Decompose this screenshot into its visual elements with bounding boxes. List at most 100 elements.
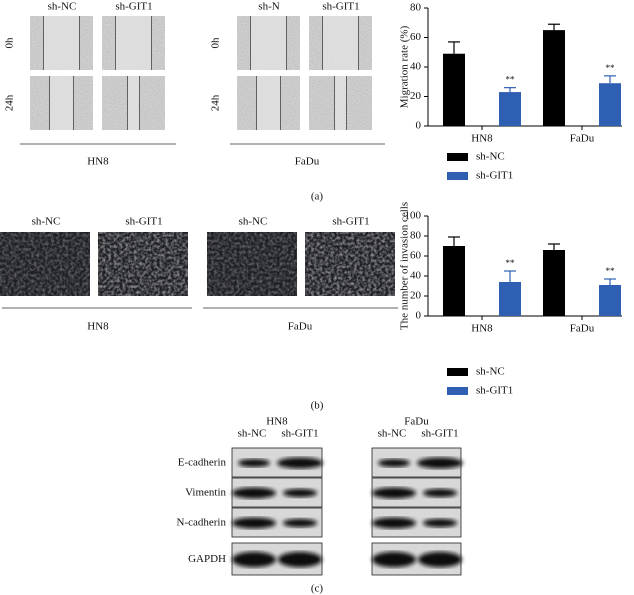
wound-gap (250, 16, 287, 70)
error-bar (504, 87, 516, 93)
legend-swatch (447, 153, 468, 161)
y-tick-label: 40 (410, 270, 422, 282)
bar (443, 53, 465, 126)
panel-label: (b) (311, 400, 324, 412)
x-tick-label: HN8 (471, 323, 493, 335)
cell-line-label: HN8 (87, 156, 109, 168)
blot-band (417, 457, 463, 469)
column-label: sh-GIT1 (421, 428, 458, 440)
legend-swatch (447, 172, 468, 180)
column-label: sh-GIT1 (125, 216, 162, 228)
x-tick-label: HN8 (471, 133, 493, 145)
cell-line-label: FaDu (288, 321, 313, 333)
error-bar (604, 75, 616, 84)
legend-label: sh-NC (476, 151, 505, 163)
bar (599, 83, 621, 126)
error-bar (504, 270, 516, 282)
column-label: sh-GIT1 (332, 216, 369, 228)
wound-gap (334, 76, 347, 130)
column-label: sh-NC (238, 428, 267, 440)
row-label: 24h (4, 94, 16, 111)
blot-band (423, 518, 457, 528)
protein-label: GAPDH (188, 553, 226, 565)
y-tick-label: 0 (416, 310, 422, 322)
wound-gap (49, 76, 74, 130)
y-tick-label: 20 (410, 290, 422, 302)
y-axis-label: Migration rate (%) (399, 25, 411, 108)
column-label: sh-N (258, 1, 279, 13)
y-tick-label: 20 (410, 90, 422, 102)
y-tick-label: 40 (410, 61, 422, 73)
panel-label: (a) (311, 191, 324, 203)
cell-line-label: FaDu (404, 416, 429, 428)
bar (543, 250, 565, 316)
bar (599, 285, 621, 316)
blot-band (378, 459, 410, 467)
significance-label: ** (606, 63, 616, 73)
bar (499, 92, 521, 126)
micrograph-texture (207, 232, 297, 296)
protein-label: N-cadherin (177, 517, 227, 529)
blot-band (232, 517, 276, 529)
bar (499, 282, 521, 316)
column-label: sh-NC (48, 1, 77, 13)
bar (543, 30, 565, 126)
y-tick-label: 60 (410, 250, 422, 262)
error-bar (448, 41, 460, 54)
protein-label: Vimentin (185, 487, 226, 499)
x-tick-label: FaDu (570, 133, 595, 145)
blot-band (372, 487, 416, 499)
legend-swatch (447, 368, 468, 376)
wound-gap (43, 16, 80, 70)
micrograph-texture (305, 232, 395, 296)
blot-band (372, 551, 416, 568)
column-label: sh-NC (378, 428, 407, 440)
y-tick-label: 80 (410, 2, 422, 14)
legend-label: sh-GIT1 (476, 385, 513, 397)
significance-label: ** (506, 258, 516, 268)
wound-gap (127, 76, 140, 130)
blot-band (372, 517, 416, 529)
blot-band (232, 487, 276, 499)
row-label: 0h (4, 37, 16, 49)
protein-label: E-cadherin (178, 457, 227, 469)
cell-line-label: FaDu (295, 156, 320, 168)
cell-line-label: HN8 (266, 416, 288, 428)
y-axis-label: The number of invasion cells (399, 202, 411, 330)
y-tick-label: 0 (416, 120, 422, 132)
blot-band (283, 518, 317, 528)
blot-band (238, 459, 270, 467)
y-tick-label: 60 (410, 31, 422, 43)
error-bar (548, 243, 560, 250)
significance-label: ** (606, 266, 616, 276)
column-label: sh-GIT1 (322, 1, 359, 13)
blot-band (423, 488, 457, 498)
column-label: sh-GIT1 (281, 428, 318, 440)
significance-label: ** (506, 75, 516, 85)
wound-gap (322, 16, 359, 70)
blot-band (277, 457, 323, 469)
legend-swatch (447, 387, 468, 395)
error-bar (604, 278, 616, 285)
legend-label: sh-GIT1 (476, 170, 513, 182)
blot-band (232, 551, 276, 568)
legend-label: sh-NC (476, 366, 505, 378)
panel-label: (c) (311, 583, 324, 595)
row-label: 0h (210, 37, 222, 49)
bar (443, 246, 465, 316)
y-tick-label: 100 (405, 210, 422, 222)
micrograph-texture (98, 232, 188, 296)
blot-band (283, 488, 317, 498)
blot-band (418, 551, 462, 568)
wound-gap (256, 76, 281, 130)
column-label: sh-GIT1 (115, 1, 152, 13)
y-tick-label: 80 (410, 230, 422, 242)
x-tick-label: FaDu (570, 323, 595, 335)
error-bar (548, 23, 560, 31)
error-bar (448, 236, 460, 246)
row-label: 24h (210, 94, 222, 111)
column-label: sh-NC (239, 216, 268, 228)
micrograph-texture (0, 232, 90, 296)
column-label: sh-NC (32, 216, 61, 228)
